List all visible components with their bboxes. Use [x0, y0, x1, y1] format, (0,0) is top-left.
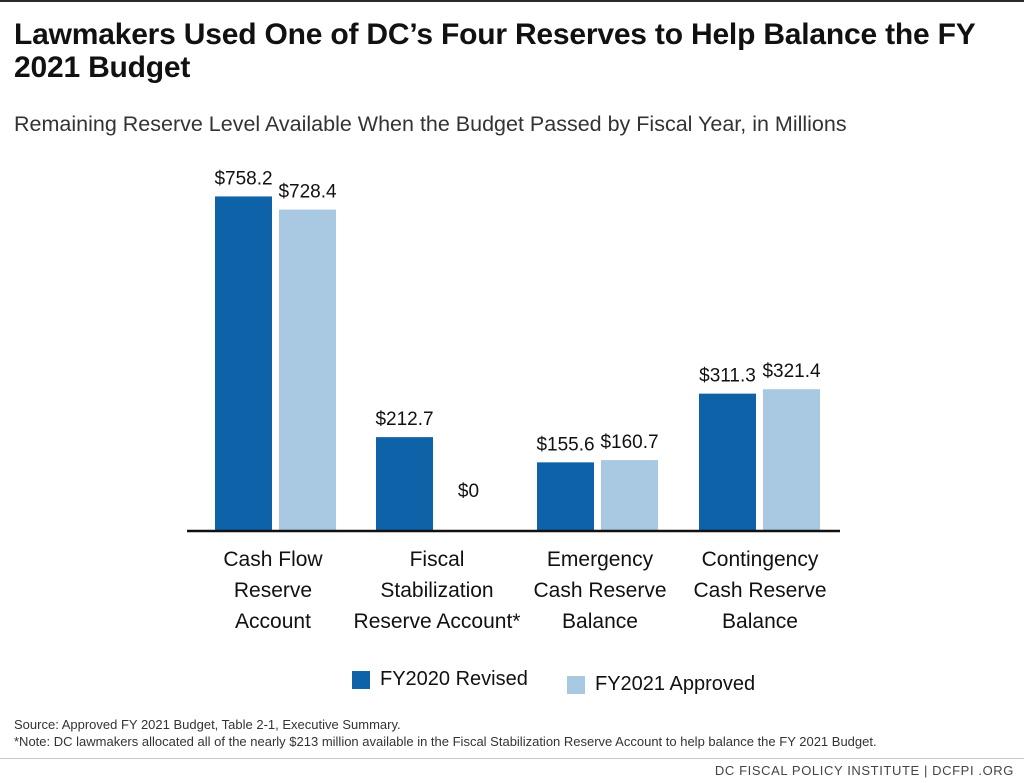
footer-credit: DC FISCAL POLICY INSTITUTE | DCFPI .ORG: [714, 763, 1014, 778]
data-label-fy2020-1: $212.7: [375, 409, 433, 430]
category-label-3: Contingency Cash Reserve Balance: [693, 548, 827, 633]
data-label-fy2021-3: $321.4: [762, 361, 821, 382]
bar-fy2020-1: [376, 437, 433, 531]
data-label-fy2020-0: $758.2: [214, 168, 272, 189]
category-label-2: Emergency Cash Reserve Balance: [533, 548, 667, 633]
chart-notes: Source: Approved FY 2021 Budget, Table 2…: [14, 716, 877, 750]
top-rule: [0, 0, 1024, 2]
chart-title: Lawmakers Used One of DC’s Four Reserves…: [14, 18, 976, 84]
bar-fy2021-3: [763, 389, 820, 531]
bar-fy2021-0: [279, 209, 336, 531]
chart-subtitle: Remaining Reserve Level Available When t…: [14, 112, 847, 136]
category-label-0: Cash Flow Reserve Account: [223, 548, 323, 633]
data-label-fy2020-3: $311.3: [699, 366, 756, 387]
legend-swatch-fy2021: [567, 675, 585, 694]
bar-fy2021-2: [601, 460, 658, 531]
bar-fy2020-2: [537, 462, 594, 531]
data-label-fy2021-1: $0: [458, 481, 479, 502]
legend-label-fy2020: FY2020 Revised: [380, 668, 528, 690]
bar-fy2020-3: [699, 393, 756, 531]
legend-item-fy2020: FY2020 Revised: [352, 668, 528, 691]
legend-swatch-fy2020: [352, 670, 370, 689]
data-label-fy2021-0: $728.4: [278, 182, 337, 203]
bar-chart: $758.2 $728.4 $212.7 $0 $155.6 $160.7 $311.3 $3…: [187, 168, 840, 533]
data-label-fy2020-2: $155.6: [536, 434, 594, 455]
bottom-rule: [0, 758, 1024, 759]
data-label-fy2021-2: $160.7: [600, 432, 658, 453]
legend-label-fy2021: FY2021 Approved: [595, 673, 756, 695]
legend-item-fy2021: FY2021 Approved: [567, 673, 755, 696]
bar-fy2020-0: [215, 196, 272, 531]
category-label-1: Fiscal Stabilization Reserve Account*: [353, 548, 521, 633]
source-note: Source: Approved FY 2021 Budget, Table 2…: [14, 717, 401, 732]
footnote: *Note: DC lawmakers allocated all of the…: [14, 734, 877, 749]
